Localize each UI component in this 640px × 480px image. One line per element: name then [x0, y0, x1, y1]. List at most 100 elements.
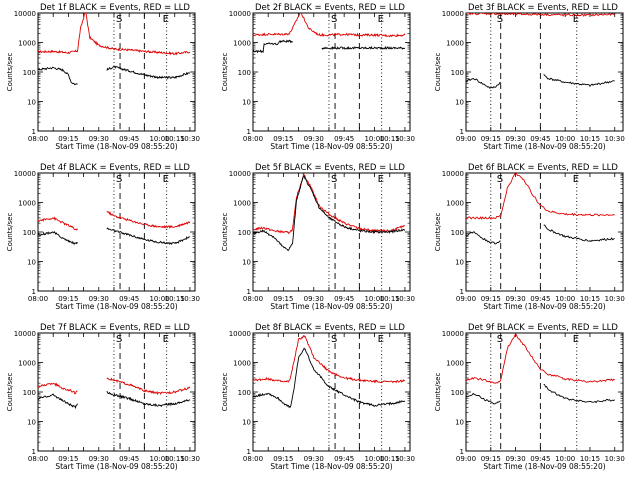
x-tick-label: 09:30: [304, 295, 324, 303]
y-tick-label: 100: [451, 389, 464, 397]
x-tick-label: 10:30: [395, 135, 415, 143]
x-tick-label: 09:45: [334, 135, 354, 143]
y-tick-label: 10000: [442, 10, 464, 18]
y-tick-label: 100: [451, 69, 464, 77]
series-events-line: [321, 45, 406, 51]
x-tick-label: 09:45: [334, 455, 354, 463]
series-lld-line: [253, 13, 406, 38]
series-group: [466, 333, 616, 405]
x-tick-label: 08:00: [28, 295, 48, 303]
panel-title: Det 8f BLACK = Events, RED = LLD: [255, 323, 405, 333]
x-tick-label: 08:00: [243, 295, 263, 303]
panel-title: Det 1f BLACK = Events, RED = LLD: [40, 3, 190, 13]
series-group: [38, 377, 191, 410]
x-tick-label: 10:15: [380, 455, 400, 463]
x-tick-label: 09:30: [505, 295, 525, 303]
x-tick-label: 10:30: [605, 135, 625, 143]
y-axis-label: Counts/sec: [6, 53, 14, 92]
panel-8: Det 8f BLACK = Events, RED = LLD 1 10 100 10…: [221, 323, 415, 471]
x-axis-label: Start Time (18-Nov-09 08:55:20): [55, 142, 177, 151]
x-tick-label: 10:30: [605, 295, 625, 303]
marker-label: E: [378, 14, 384, 25]
x-tick-label: 10:15: [380, 135, 400, 143]
y-axis-label: Counts/sec: [434, 53, 442, 92]
x-tick-label: 09:15: [58, 135, 78, 143]
x-tick-label: 09:15: [58, 455, 78, 463]
y-tick-label: 10: [242, 99, 251, 107]
marker-label: S: [331, 14, 337, 25]
x-axis-label: Start Time (18-Nov-09 08:55:20): [483, 462, 605, 471]
x-tick-label: 09:30: [304, 135, 324, 143]
x-tick-label: 10:15: [580, 455, 600, 463]
x-axis-label: Start Time (18-Nov-09 08:55:20): [270, 302, 392, 311]
series-group: [466, 173, 615, 245]
series-events-line: [253, 39, 293, 54]
series-events-line: [253, 347, 406, 409]
series-events-line: [466, 77, 501, 89]
marker-label: E: [573, 174, 579, 185]
y-tick-label: 10: [242, 419, 251, 427]
x-axis-label: Start Time (18-Nov-09 08:55:20): [55, 302, 177, 311]
y-tick-label: 1000: [18, 360, 36, 368]
x-tick-label: 09:15: [481, 135, 501, 143]
x-tick-label: 09:30: [89, 455, 109, 463]
marker-label: S: [116, 334, 122, 345]
panel-2: Det 2f BLACK = Events, RED = LLD 1 10 100 10…: [221, 3, 415, 151]
series-events-line: [106, 65, 191, 80]
panel-title: Det 4f BLACK = Events, RED = LLD: [40, 163, 190, 173]
series-events-line: [38, 230, 78, 246]
x-tick-label: 10:00: [364, 295, 384, 303]
y-axis-label: Counts/sec: [221, 53, 229, 92]
panel-title: Det 9f BLACK = Events, RED = LLD: [468, 323, 618, 333]
y-tick-label: 10: [455, 419, 464, 427]
y-axis-label: Counts/sec: [221, 373, 229, 412]
y-tick-label: 10000: [229, 170, 251, 178]
x-tick-label: 09:15: [58, 295, 78, 303]
panel-4: Det 4f BLACK = Events, RED = LLD 1 10 100 10…: [6, 163, 200, 311]
x-tick-label: 10:30: [180, 295, 200, 303]
panel-7: Det 7f BLACK = Events, RED = LLD 1 10 100 10…: [6, 323, 200, 471]
x-tick-label: 08:00: [243, 135, 263, 143]
series-lld-line: [106, 210, 191, 229]
x-tick-label: 09:30: [505, 455, 525, 463]
marker-label: S: [497, 334, 503, 345]
x-tick-label: 10:00: [149, 295, 169, 303]
x-tick-label: 10:00: [149, 135, 169, 143]
marker-label: S: [331, 174, 337, 185]
x-tick-label: 08:00: [28, 455, 48, 463]
x-tick-label: 10:30: [395, 455, 415, 463]
y-tick-label: 1000: [446, 360, 464, 368]
y-tick-label: 100: [23, 389, 36, 397]
series-lld-line: [466, 13, 615, 18]
panel-1: Det 1f BLACK = Events, RED = LLD 1 10 100 10…: [6, 3, 200, 151]
panel-title: Det 3f BLACK = Events, RED = LLD: [468, 3, 618, 13]
x-tick-label: 09:15: [273, 135, 293, 143]
marker-label: E: [378, 174, 384, 185]
series-events-line: [38, 393, 78, 410]
y-tick-label: 1: [460, 448, 464, 456]
y-tick-label: 100: [238, 69, 251, 77]
series-lld-line: [38, 382, 78, 395]
x-tick-label: 09:30: [89, 295, 109, 303]
y-tick-label: 10: [242, 259, 251, 267]
series-lld-line: [466, 333, 615, 384]
marker-label: E: [163, 174, 169, 185]
x-tick-label: 09:45: [334, 295, 354, 303]
x-tick-label: 08:00: [28, 135, 48, 143]
x-axis-label: Start Time (18-Nov-09 08:55:20): [483, 302, 605, 311]
y-axis-label: Counts/sec: [6, 373, 14, 412]
x-tick-label: 09:45: [530, 455, 550, 463]
y-tick-label: 100: [23, 69, 36, 77]
y-tick-label: 100: [238, 229, 251, 237]
y-tick-label: 10: [27, 259, 36, 267]
x-tick-label: 09:15: [273, 295, 293, 303]
panel-title: Det 6f BLACK = Events, RED = LLD: [468, 163, 618, 173]
series-group: [466, 13, 615, 89]
series-events-line: [466, 392, 501, 405]
y-tick-label: 10: [455, 99, 464, 107]
y-tick-label: 1000: [233, 360, 251, 368]
x-tick-label: 09:00: [456, 135, 476, 143]
series-group: [253, 173, 406, 251]
y-tick-label: 10: [27, 419, 36, 427]
